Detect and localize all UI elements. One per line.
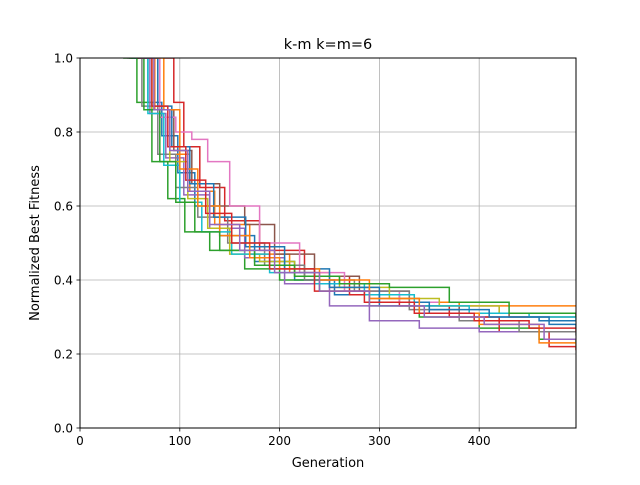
- y-axis-label: Normalized Best Fitness: [28, 165, 43, 321]
- x-tick-label: 300: [368, 434, 391, 448]
- plot-background: [80, 58, 576, 428]
- y-tick-label: 1.0: [54, 52, 73, 66]
- series-line-15: [139, 58, 576, 340]
- x-tick-label: 0: [76, 434, 84, 448]
- series-group: [123, 58, 576, 351]
- x-tick-label: 400: [468, 434, 491, 448]
- ticks: 0 100 200 300 400 0.0 0.2 0.4 0.6 0.8 1.0: [54, 52, 491, 449]
- y-tick-label: 0.2: [54, 348, 73, 362]
- series-line-7: [145, 58, 576, 315]
- x-tick-label: 200: [268, 434, 291, 448]
- y-tick-label: 0.6: [54, 200, 73, 214]
- x-tick-label: 100: [168, 434, 191, 448]
- chart-title: k-m k=m=6: [284, 37, 372, 53]
- y-tick-label: 0.0: [54, 422, 73, 436]
- y-tick-label: 0.8: [54, 126, 73, 140]
- series-line-4: [163, 58, 576, 351]
- series-line-14: [137, 58, 576, 332]
- plot-frame: [79, 57, 577, 429]
- x-axis-label: Generation: [292, 456, 365, 471]
- y-tick-label: 0.4: [54, 274, 73, 288]
